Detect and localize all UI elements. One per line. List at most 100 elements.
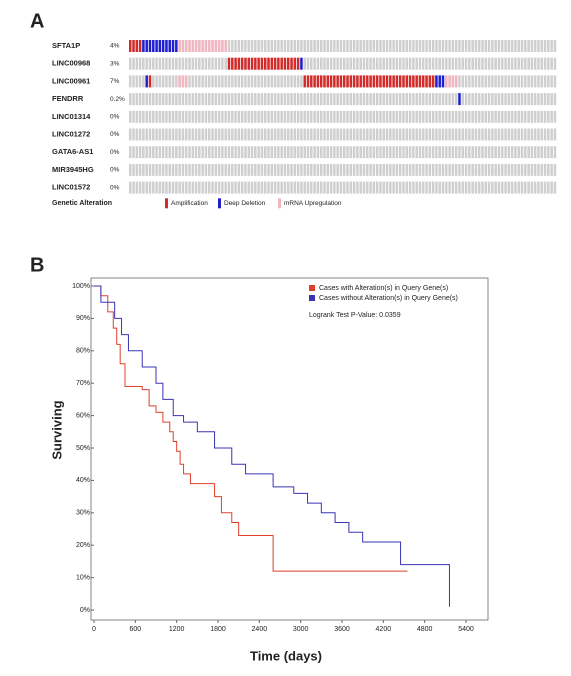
sample-bar: [369, 128, 372, 141]
sample-bar: [214, 93, 218, 106]
sample-bar: [398, 128, 402, 141]
sample-bar: [201, 93, 204, 106]
sample-bar: [244, 181, 247, 194]
sample-bar: [329, 128, 333, 141]
sample-bar: [287, 40, 290, 52]
sample-bar: [191, 75, 195, 88]
sample-bar: [336, 181, 339, 194]
alteration-bar: [263, 57, 267, 70]
sample-bar: [484, 93, 488, 106]
sample-bar: [194, 128, 198, 141]
sample-bar: [316, 146, 320, 159]
sample-bar: [175, 163, 178, 176]
sample-bar: [339, 163, 343, 176]
gene-name: LINC01572: [52, 183, 90, 192]
sample-bar: [464, 128, 468, 141]
sample-bar: [152, 75, 155, 88]
sample-bar: [250, 163, 254, 176]
sample-bar: [260, 163, 264, 176]
sample-bar: [158, 93, 162, 106]
sample-bar: [514, 110, 517, 123]
sample-bar: [415, 181, 418, 194]
sample-bar: [273, 163, 277, 176]
sample-bar: [138, 110, 142, 123]
sample-bar: [540, 181, 544, 194]
sample-bar: [418, 128, 422, 141]
sample-bar: [300, 128, 303, 141]
sample-bar: [537, 93, 540, 106]
sample-bar: [362, 146, 366, 159]
sample-bar: [129, 146, 132, 159]
sample-bar: [132, 181, 135, 194]
sample-bar: [524, 57, 527, 70]
sample-bar: [550, 181, 553, 194]
alteration-bar: [132, 40, 135, 52]
sample-bar: [349, 146, 353, 159]
sample-bar: [263, 40, 267, 52]
sample-bar: [244, 75, 247, 88]
sample-bar: [181, 163, 185, 176]
sample-bar: [375, 57, 379, 70]
sample-bar: [165, 163, 168, 176]
sample-bar: [296, 146, 300, 159]
sample-bar: [240, 110, 244, 123]
sample-bar: [270, 146, 274, 159]
sample-bar: [217, 57, 221, 70]
sample-bar: [474, 57, 478, 70]
sample-bar: [277, 75, 280, 88]
sample-bar: [283, 40, 287, 52]
sample-bar: [135, 110, 139, 123]
sample-bar: [260, 110, 264, 123]
sample-bar: [165, 181, 168, 194]
sample-bar: [514, 146, 517, 159]
sample-bar: [458, 75, 461, 88]
sample-bar: [339, 181, 343, 194]
sample-bar: [310, 93, 313, 106]
sample-bar: [412, 110, 415, 123]
sample-bar: [148, 57, 152, 70]
sample-bar: [310, 57, 313, 70]
sample-bar: [231, 93, 234, 106]
y-tick-label: 60%: [76, 412, 90, 419]
sample-bar: [372, 128, 376, 141]
sample-bar: [431, 40, 435, 52]
sample-bar: [152, 93, 155, 106]
legend-label: mRNA Upregulation: [284, 200, 342, 207]
sample-bar: [461, 40, 464, 52]
legend-swatch: [278, 198, 281, 209]
alteration-bar: [171, 40, 175, 52]
sample-bar: [155, 110, 158, 123]
sample-bar: [329, 181, 333, 194]
alteration-bar: [392, 75, 395, 88]
sample-bar: [280, 40, 283, 52]
x-axis-label: Time (days): [250, 648, 322, 663]
alteration-bar: [359, 75, 362, 88]
sample-bar: [395, 110, 399, 123]
sample-bar: [379, 57, 382, 70]
sample-bar: [273, 146, 277, 159]
sample-bar: [313, 128, 316, 141]
alteration-bar: [290, 57, 293, 70]
sample-bar: [283, 75, 287, 88]
sample-bar: [343, 128, 346, 141]
alteration-bar: [217, 40, 221, 52]
sample-bar: [510, 110, 514, 123]
sample-bar: [231, 40, 234, 52]
sample-bar: [303, 40, 306, 52]
sample-bar: [296, 128, 300, 141]
sample-bar: [287, 146, 290, 159]
sample-bar: [369, 93, 372, 106]
sample-bar: [372, 163, 376, 176]
sample-bar: [533, 110, 537, 123]
sample-bar: [461, 93, 464, 106]
sample-bar: [471, 75, 474, 88]
sample-bar: [454, 146, 458, 159]
sample-bar: [369, 163, 372, 176]
sample-bar: [175, 110, 178, 123]
sample-bar: [303, 181, 306, 194]
sample-bar: [204, 146, 208, 159]
sample-bar: [240, 146, 244, 159]
alteration-bar: [161, 40, 165, 52]
gene-percent: 0%: [110, 149, 120, 156]
